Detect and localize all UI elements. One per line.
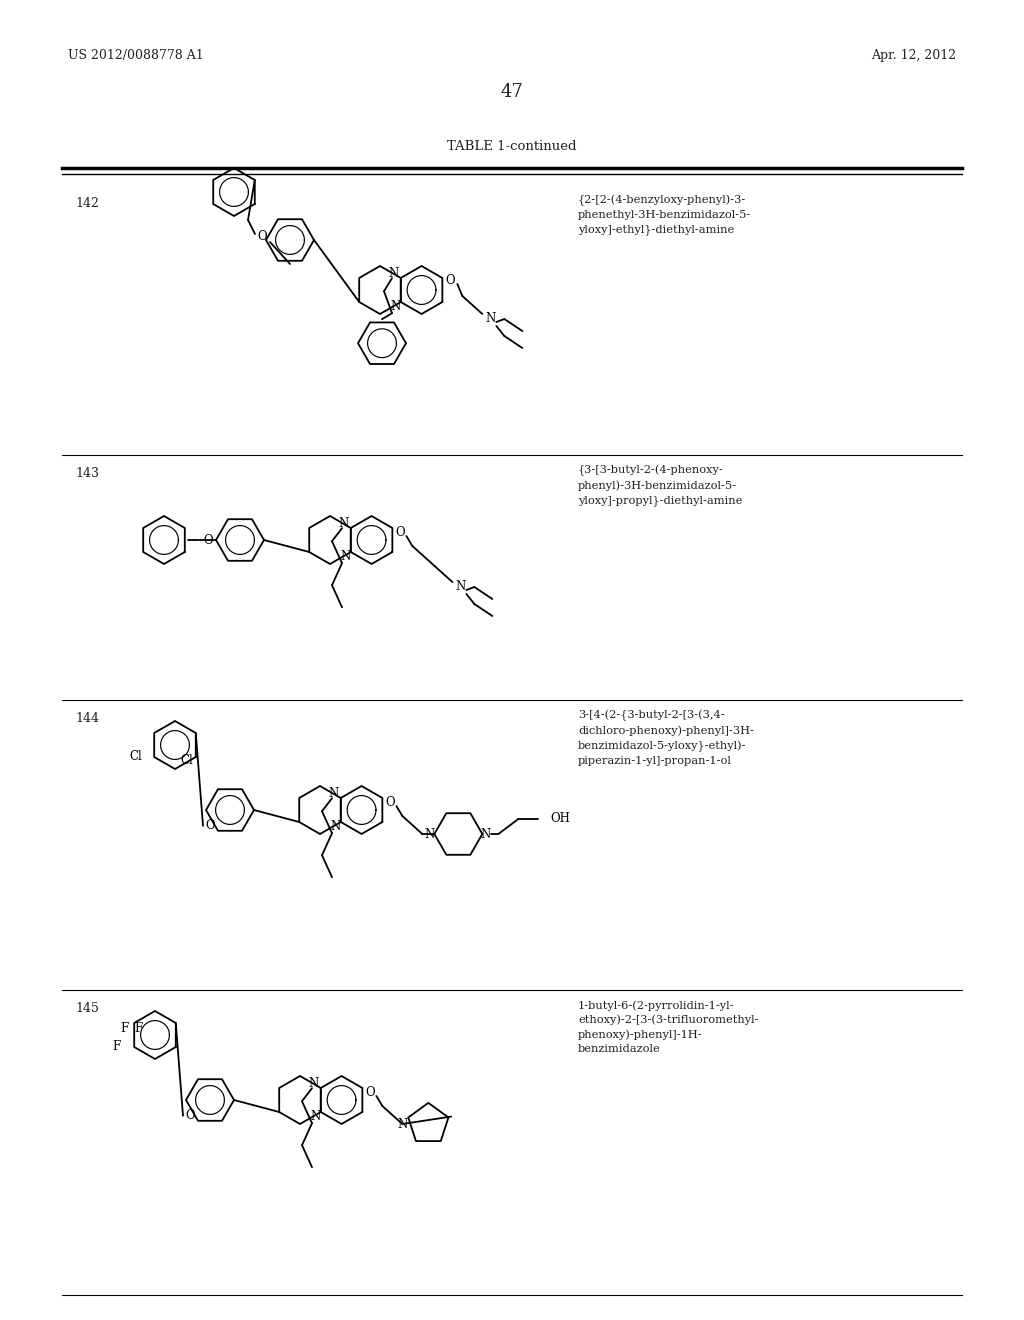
Text: N: N bbox=[329, 787, 339, 800]
Text: N: N bbox=[485, 313, 496, 326]
Text: 3-[4-(2-{3-butyl-2-[3-(3,4-
dichloro-phenoxy)-phenyl]-3H-
benzimidazol-5-yloxy}-: 3-[4-(2-{3-butyl-2-[3-(3,4- dichloro-phe… bbox=[578, 710, 754, 766]
Text: O: O bbox=[205, 820, 215, 833]
Text: US 2012/0088778 A1: US 2012/0088778 A1 bbox=[68, 49, 204, 62]
Text: N: N bbox=[309, 1077, 319, 1090]
Text: O: O bbox=[386, 796, 395, 808]
Text: O: O bbox=[445, 275, 455, 288]
Text: N: N bbox=[341, 550, 351, 564]
Text: O: O bbox=[395, 525, 406, 539]
Text: N: N bbox=[480, 828, 490, 841]
Text: TABLE 1-continued: TABLE 1-continued bbox=[447, 140, 577, 153]
Text: O: O bbox=[257, 231, 267, 243]
Text: N: N bbox=[389, 267, 399, 280]
Text: N: N bbox=[456, 581, 466, 594]
Text: F: F bbox=[135, 1022, 143, 1035]
Text: 144: 144 bbox=[75, 711, 99, 725]
Text: Cl: Cl bbox=[129, 751, 142, 763]
Text: Apr. 12, 2012: Apr. 12, 2012 bbox=[870, 49, 956, 62]
Text: 1-butyl-6-(2-pyrrolidin-1-yl-
ethoxy)-2-[3-(3-trifluoromethyl-
phenoxy)-phenyl]-: 1-butyl-6-(2-pyrrolidin-1-yl- ethoxy)-2-… bbox=[578, 1001, 759, 1055]
Text: F: F bbox=[120, 1022, 128, 1035]
Text: N: N bbox=[331, 820, 341, 833]
Text: O: O bbox=[185, 1109, 195, 1122]
Text: OH: OH bbox=[550, 813, 570, 825]
Text: 143: 143 bbox=[75, 467, 99, 480]
Text: N: N bbox=[391, 300, 401, 313]
Text: N: N bbox=[311, 1110, 322, 1123]
Text: O: O bbox=[366, 1085, 375, 1098]
Text: N: N bbox=[397, 1118, 408, 1130]
Text: O: O bbox=[203, 533, 213, 546]
Text: 142: 142 bbox=[75, 197, 99, 210]
Text: N: N bbox=[339, 516, 349, 529]
Text: 47: 47 bbox=[501, 83, 523, 102]
Text: 145: 145 bbox=[75, 1002, 99, 1015]
Text: N: N bbox=[424, 828, 434, 841]
Text: Cl: Cl bbox=[180, 755, 193, 767]
Text: {2-[2-(4-benzyloxy-phenyl)-3-
phenethyl-3H-benzimidazol-5-
yloxy]-ethyl}-diethyl: {2-[2-(4-benzyloxy-phenyl)-3- phenethyl-… bbox=[578, 195, 752, 235]
Text: {3-[3-butyl-2-(4-phenoxy-
phenyl)-3H-benzimidazol-5-
yloxy]-propyl}-diethyl-amin: {3-[3-butyl-2-(4-phenoxy- phenyl)-3H-ben… bbox=[578, 465, 742, 506]
Text: F: F bbox=[112, 1040, 120, 1053]
